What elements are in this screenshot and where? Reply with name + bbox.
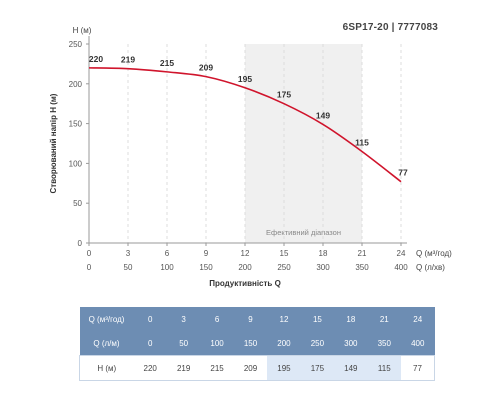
x-tick-label-lmin: 300: [316, 263, 330, 272]
data-label: 175: [277, 90, 291, 100]
y-tick-label: 250: [69, 40, 83, 49]
data-label: 220: [89, 54, 103, 64]
table-cell: 24: [401, 307, 435, 331]
table-cell: 209: [233, 355, 268, 381]
table-cell: 115: [367, 355, 401, 381]
x-tick-label-m3h: 6: [165, 249, 170, 258]
y-tick-label: 100: [69, 159, 83, 168]
x-tick-label-lmin: 400: [394, 263, 408, 272]
table-cell: 21: [367, 307, 401, 331]
x-tick-label-lmin: 0: [87, 263, 92, 272]
table-cell: 215: [200, 355, 234, 381]
table-header-row: Q (л/м) 0 50 100 150 200 250 300 350 400: [79, 331, 435, 356]
curve-layer: [88, 67, 402, 183]
table-cell: 250: [300, 331, 335, 356]
x-axis-title: Продуктивність Q: [209, 279, 281, 288]
y-axis-title: Створюваний напір Н (м): [49, 93, 58, 193]
table-cell: 18: [334, 307, 368, 331]
table-cell: 50: [166, 331, 201, 356]
efficiency-band-layer: Ефективний діапазон: [245, 44, 362, 243]
x-tick-label-lmin: 350: [355, 263, 369, 272]
data-label: 219: [121, 55, 135, 65]
table-cell: 100: [200, 331, 234, 356]
table-row: H (м) 220 219 215 209 195 175 149 115 77: [79, 355, 435, 381]
table-cell: 149: [334, 355, 368, 381]
table-cell: 77: [401, 355, 435, 381]
table-cell: 0: [133, 331, 167, 356]
x-tick-label-m3h: 12: [241, 249, 250, 258]
x-tick-label-m3h: 24: [397, 249, 406, 258]
table-cell: 195: [267, 355, 301, 381]
data-label: 115: [355, 137, 369, 147]
x-tick-label-lmin: 150: [199, 263, 213, 272]
table-cell: 15: [300, 307, 335, 331]
table-cell: 300: [334, 331, 368, 356]
x-unit-m3h: Q (м³/год): [416, 249, 452, 258]
y-tick-label: 50: [73, 199, 82, 208]
head-curve: [88, 67, 402, 183]
x-tick-label-lmin: 250: [277, 263, 291, 272]
table-cell: 200: [267, 331, 301, 356]
x-unit-lmin: Q (л/хв): [416, 263, 445, 272]
table-cell: 0: [133, 307, 167, 331]
performance-table: Q (м³/год) 0 3 6 9 12 15 18 21 24 Q (л/м) 0 50 100 150…: [79, 307, 435, 381]
table-cell: 3: [166, 307, 201, 331]
x-tick-label-lmin: 200: [238, 263, 252, 272]
table-cell: 400: [401, 331, 435, 356]
table-row-label: Q (л/м): [79, 331, 134, 356]
x-tick-label-lmin: 50: [124, 263, 133, 272]
y-unit-label: Н (м): [73, 26, 92, 35]
x-tick-label-m3h: 3: [126, 249, 131, 258]
table-cell: 12: [267, 307, 301, 331]
table-cell: 9: [233, 307, 268, 331]
table-cell: 220: [133, 355, 167, 381]
table-cell: 6: [200, 307, 234, 331]
efficiency-band: [245, 44, 362, 243]
x-tick-label-lmin: 100: [160, 263, 174, 272]
data-label: 215: [160, 58, 174, 68]
table-row-label: H (м): [79, 355, 134, 381]
x-tick-label-m3h: 9: [204, 249, 209, 258]
data-label: 195: [238, 74, 252, 84]
table-cell: 175: [300, 355, 335, 381]
x-tick-label-m3h: 21: [358, 249, 367, 258]
data-label: 209: [199, 63, 213, 73]
y-tick-label: 200: [69, 80, 83, 89]
data-labels-layer: 220 219 215 209 195 175 149 115 77: [89, 54, 408, 178]
table-header-row: Q (м³/год) 0 3 6 9 12 15 18 21 24: [79, 307, 435, 331]
x-tick-label-m3h: 15: [280, 249, 289, 258]
table-cell: 350: [367, 331, 401, 356]
data-label: 149: [316, 110, 330, 120]
efficiency-band-label: Ефективний діапазон: [266, 228, 341, 237]
model-title: 6SP17-20 | 7777083: [342, 22, 438, 33]
x-tick-label-m3h: 0: [87, 249, 92, 258]
x-tick-label-m3h: 18: [319, 249, 328, 258]
y-tick-label: 0: [78, 239, 83, 248]
table-row-label: Q (м³/год): [79, 307, 134, 331]
y-tick-label: 150: [69, 120, 83, 129]
table-cell: 219: [166, 355, 201, 381]
data-label: 77: [398, 168, 408, 178]
table-cell: 150: [233, 331, 268, 356]
